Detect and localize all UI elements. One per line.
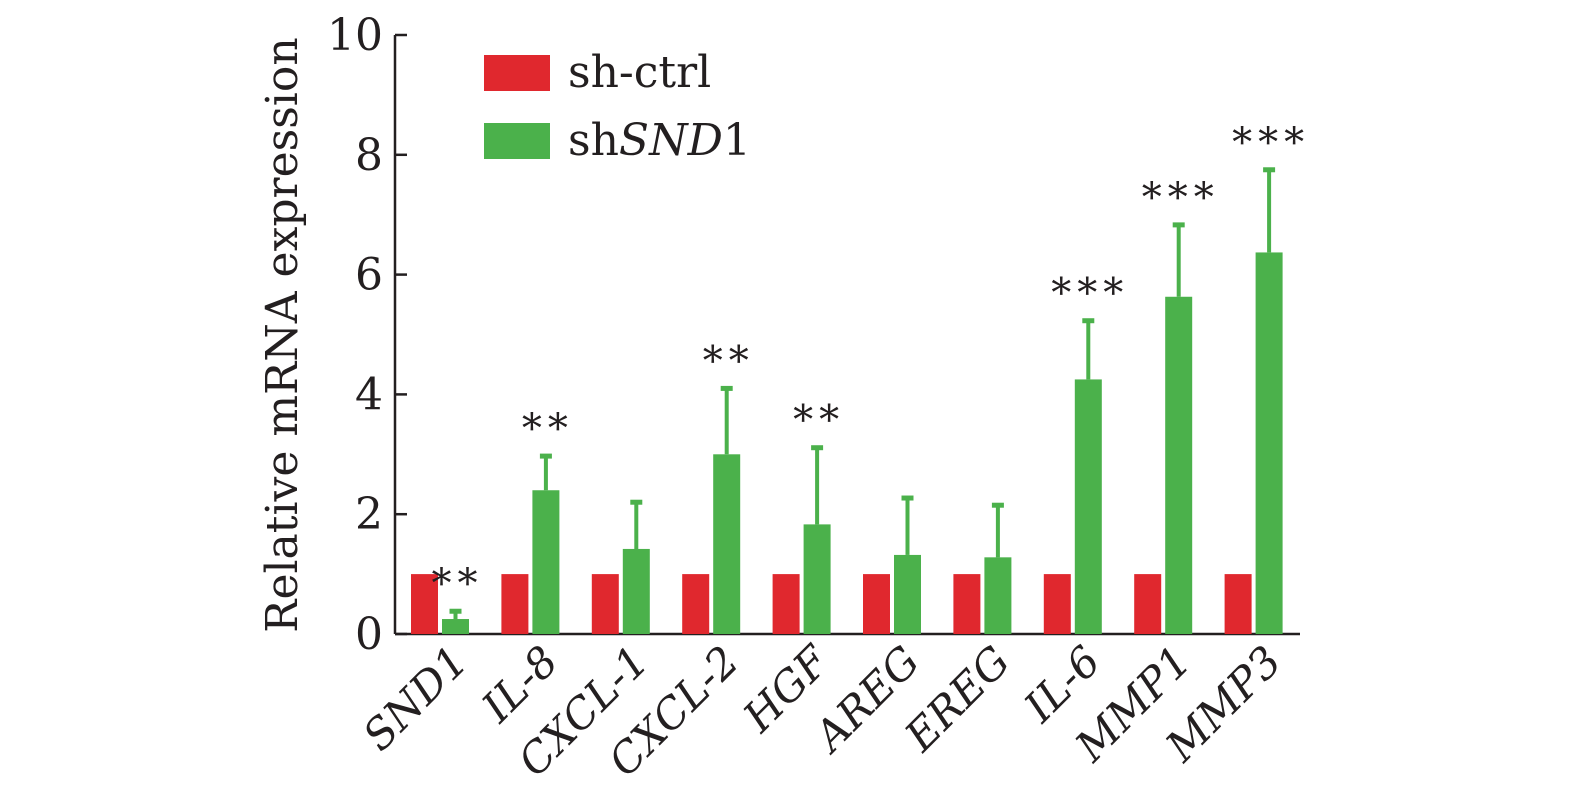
significance-stars: *** bbox=[1142, 175, 1220, 221]
y-tick-label: 4 bbox=[355, 369, 383, 420]
legend-label: shSND1 bbox=[568, 115, 751, 166]
bar-sh-ctrl bbox=[772, 574, 800, 634]
bar-shSND1 bbox=[1255, 252, 1283, 634]
bar-shSND1 bbox=[894, 554, 921, 634]
bar-sh-ctrl bbox=[1134, 574, 1162, 634]
bar-sh-ctrl bbox=[863, 574, 890, 634]
significance-stars: ** bbox=[793, 398, 845, 444]
bar-shSND1 bbox=[713, 454, 741, 634]
bar-shSND1 bbox=[984, 557, 1012, 634]
legend-swatch bbox=[484, 55, 550, 91]
bar-shSND1 bbox=[532, 490, 560, 634]
bar-sh-ctrl bbox=[591, 574, 619, 634]
bar-shSND1 bbox=[1165, 296, 1193, 634]
y-tick-label: 10 bbox=[327, 10, 383, 61]
significance-stars: *** bbox=[1232, 120, 1310, 166]
legend: sh-ctrl shSND1 bbox=[484, 47, 751, 166]
bar-shSND1 bbox=[1074, 379, 1102, 634]
bar-sh-ctrl bbox=[411, 574, 438, 634]
bar-sh-ctrl bbox=[953, 574, 981, 634]
significance-markers: ***************** bbox=[432, 120, 1310, 607]
significance-stars: ** bbox=[432, 561, 484, 607]
y-tick-label: 0 bbox=[355, 609, 383, 660]
x-tick-label: EREG bbox=[895, 636, 1020, 761]
bar-shSND1 bbox=[803, 524, 831, 634]
significance-stars: *** bbox=[1051, 271, 1129, 317]
bar-sh-ctrl bbox=[682, 574, 710, 634]
x-axis: SND1IL-8CXCL-1CXCL-2HGFAREGEREGIL-6MMP1M… bbox=[353, 632, 1300, 786]
significance-stars: ** bbox=[522, 406, 574, 452]
significance-stars: ** bbox=[703, 338, 755, 384]
bar-sh-ctrl bbox=[501, 574, 529, 634]
y-tick-label: 2 bbox=[355, 489, 383, 540]
y-axis-label: Relative mRNA expression bbox=[257, 37, 308, 632]
bar-sh-ctrl bbox=[1224, 574, 1252, 634]
legend-swatch bbox=[484, 123, 550, 159]
bar-sh-ctrl bbox=[1043, 574, 1071, 634]
bars bbox=[411, 252, 1283, 634]
bar-shSND1 bbox=[442, 619, 469, 634]
y-tick-label: 8 bbox=[355, 130, 383, 181]
error-bars bbox=[449, 167, 1276, 620]
y-tick-label: 6 bbox=[355, 250, 383, 301]
bar-shSND1 bbox=[622, 548, 650, 634]
y-axis: 0 2 4 6 8 10 bbox=[327, 10, 407, 660]
legend-label: sh-ctrl bbox=[568, 47, 711, 98]
